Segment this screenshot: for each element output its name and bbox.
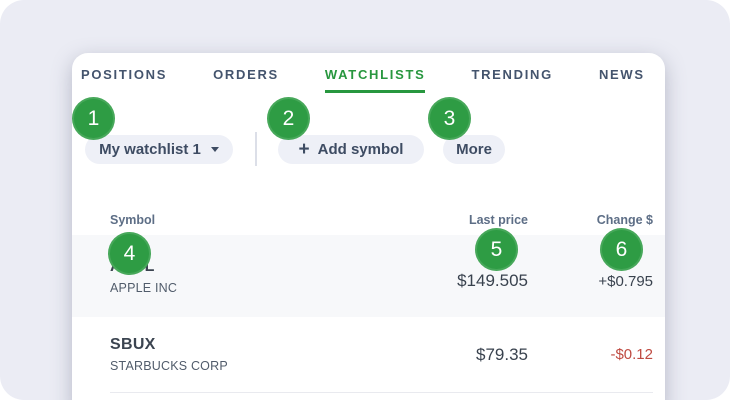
more-button[interactable]: More [443,135,505,164]
more-label: More [456,141,492,158]
watchlist-panel: POSITIONS ORDERS WATCHLISTS TRENDING NEW… [72,53,665,400]
company-name: STARBUCKS CORP [110,359,228,373]
add-symbol-button[interactable]: + Add symbol [278,135,424,164]
add-symbol-label: Add symbol [317,141,404,158]
change-value: +$0.795 [598,272,653,290]
header-symbol: Symbol [110,213,156,227]
last-price-value: $79.35 [476,344,528,364]
tab-orders[interactable]: ORDERS [213,67,279,82]
tab-trending[interactable]: TRENDING [471,67,553,82]
chevron-down-icon [210,147,219,152]
watchlist-selector-dropdown[interactable]: My watchlist 1 [85,135,233,164]
annotation-badge-6: 6 [600,228,643,271]
ticker-symbol: AAPL [110,258,418,276]
watchlist-selector-label: My watchlist 1 [99,141,201,158]
table-header-row: Symbol Last price Change $ [72,195,665,235]
table-row-aapl[interactable]: AAPL APPLE INC $149.505 +$0.795 [72,235,665,317]
change-value: -$0.12 [610,346,653,363]
annotation-badge-2: 2 [267,97,310,140]
annotation-badge-3: 3 [428,97,471,140]
plus-icon: + [298,139,310,160]
annotation-badge-4: 4 [108,232,151,275]
symbol-cell: AAPL APPLE INC [110,258,418,295]
table-row-sbux[interactable]: SBUX STARBUCKS CORP $79.35 -$0.12 [72,317,665,392]
annotation-badge-5: 5 [475,228,518,271]
symbol-cell: SBUX STARBUCKS CORP [110,336,418,373]
main-tab-bar: POSITIONS ORDERS WATCHLISTS TRENDING NEW… [81,67,645,93]
company-name: APPLE INC [110,280,178,295]
row-divider [110,392,653,393]
header-last-price: Last price [468,213,528,227]
ticker-symbol: SBUX [110,336,156,353]
header-change: Change $ [596,213,653,227]
last-price-value: $149.505 [457,271,528,290]
watchlist-table: Symbol Last price Change $ AAPL APPLE IN… [72,195,665,393]
tab-positions[interactable]: POSITIONS [81,67,168,82]
tab-watchlists[interactable]: WATCHLISTS [324,67,426,93]
toolbar-divider [255,132,257,166]
tab-news[interactable]: NEWS [598,67,645,82]
annotation-badge-1: 1 [72,97,115,140]
